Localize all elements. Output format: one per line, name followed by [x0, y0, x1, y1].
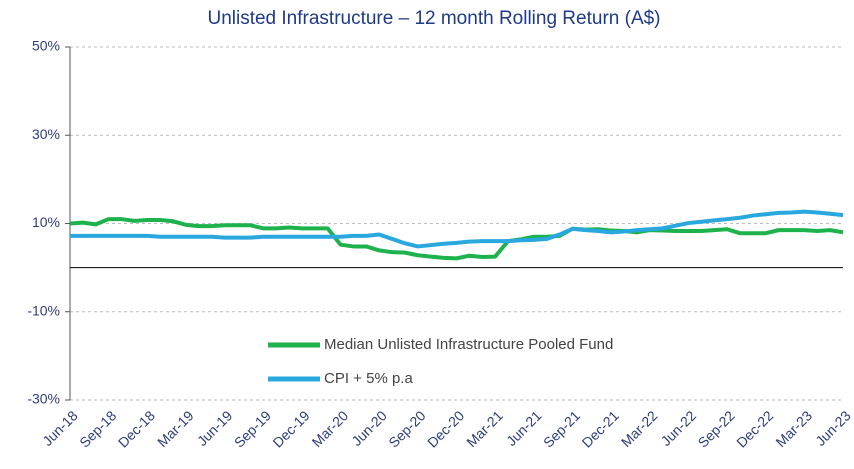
x-tick-label: Sep-18 [76, 407, 119, 450]
x-tick-label: Sep-20 [385, 407, 428, 450]
x-tick-label: Jun-21 [503, 407, 545, 449]
x-tick-label: Mar-20 [309, 407, 352, 450]
x-tick-label: Dec-20 [424, 407, 467, 450]
y-tick-label: 30% [32, 126, 60, 142]
y-tick-label: 10% [32, 214, 60, 230]
x-tick-label: Mar-21 [463, 407, 506, 450]
legend-label: Median Unlisted Infrastructure Pooled Fu… [324, 336, 613, 353]
legend-label: CPI + 5% p.a [324, 370, 413, 387]
x-tick-label: Jun-20 [348, 407, 390, 449]
x-tick-label: Sep-21 [540, 407, 583, 450]
series-line [69, 217, 844, 261]
x-tick-label: Jun-19 [194, 407, 236, 449]
x-tick-label: Mar-22 [618, 407, 661, 450]
x-tick-label: Sep-22 [695, 407, 738, 450]
x-tick-label: Jun-22 [658, 407, 700, 449]
x-tick-label: Jun-23 [812, 407, 854, 449]
x-tick-label: Dec-21 [579, 407, 622, 450]
chart-title: Unlisted Infrastructure – 12 month Rolli… [207, 8, 660, 29]
y-tick-label: 50% [32, 38, 60, 54]
series-line [70, 209, 844, 249]
x-tick-label: Sep-19 [231, 407, 274, 450]
y-tick-label: -10% [27, 302, 60, 318]
x-tick-label: Jun-18 [39, 407, 81, 449]
y-tick-label: -30% [27, 391, 60, 407]
x-tick-label: Mar-19 [154, 407, 197, 450]
x-tick-label: Mar-23 [772, 407, 815, 450]
x-tick-label: Dec-22 [733, 407, 776, 450]
x-tick-label: Dec-19 [269, 407, 312, 450]
x-tick-label: Dec-18 [115, 407, 158, 450]
